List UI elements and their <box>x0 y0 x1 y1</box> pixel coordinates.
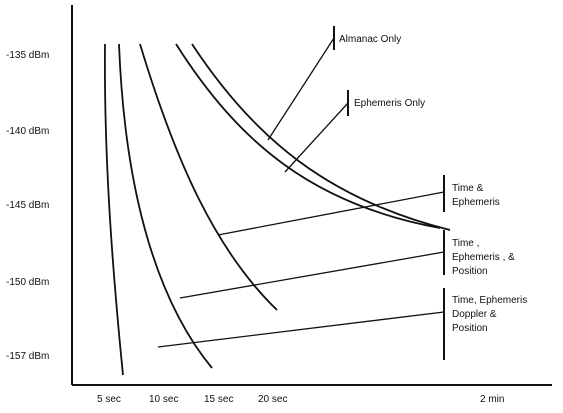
leader-ephemeris-only <box>284 102 349 173</box>
annotation-time-doppler-position-line1: Time, Ephemeris <box>452 295 527 306</box>
y-tick-label: -157 dBm <box>6 351 49 362</box>
y-tick-label: -135 dBm <box>6 50 49 61</box>
curve-almanac-only <box>191 43 451 231</box>
leader-time-ephemeris-position <box>179 251 445 299</box>
annotation-time-ephemeris-position-line3: Position <box>452 266 488 277</box>
y-tick-label: -140 dBm <box>6 126 49 137</box>
annotation-time-ephemeris-position-line2: Ephemeris , & <box>452 252 515 263</box>
annotation-time-doppler-position-line3: Position <box>452 323 488 334</box>
annotation-almanac-only: Almanac Only <box>339 34 401 45</box>
curve-time-doppler-position <box>104 43 124 376</box>
x-tick-label: 10 sec <box>149 394 178 405</box>
y-tick-label: -145 dBm <box>6 200 49 211</box>
annotation-time-doppler-position-line2: Doppler & <box>452 309 497 320</box>
x-tick-label: 15 sec <box>204 394 233 405</box>
annotation-ephemeris-only: Ephemeris Only <box>354 98 425 109</box>
curve-ephemeris-only <box>175 43 441 229</box>
annotation-time-ephemeris-position-line1: Time , <box>452 238 479 249</box>
x-tick-label: 20 sec <box>258 394 287 405</box>
y-tick-label: -150 dBm <box>6 277 49 288</box>
annotation-time-ephemeris-line1: Time & <box>452 183 484 194</box>
curve-time-ephemeris-position <box>118 43 213 369</box>
curve-time-ephemeris <box>139 43 278 311</box>
x-tick-label: 2 min <box>480 394 504 405</box>
annotation-time-ephemeris-line2: Ephemeris <box>452 197 500 208</box>
leader-time-ephemeris <box>217 191 445 236</box>
x-tick-label: 5 sec <box>97 394 121 405</box>
leader-time-doppler-position <box>157 311 445 348</box>
leader-almanac-only <box>267 37 335 141</box>
